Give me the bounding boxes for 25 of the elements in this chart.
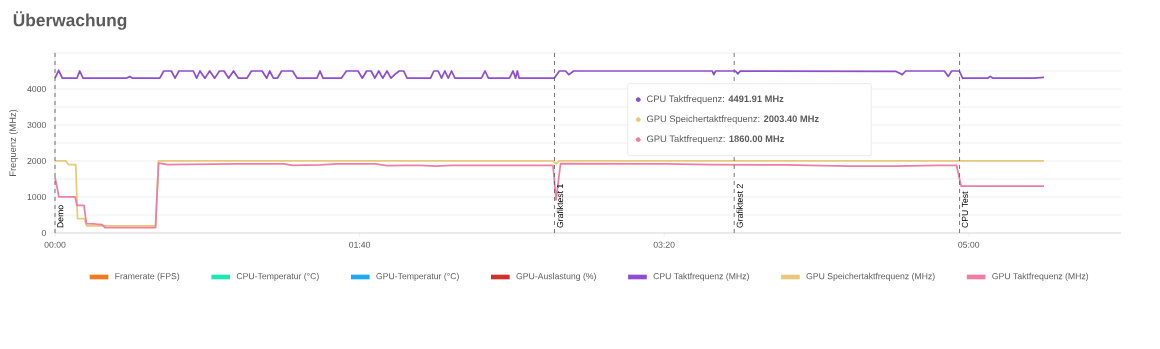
ref-line-label: Grafiktest 1 [556,184,564,228]
ref-line-label: Grafiktest 2 [736,184,743,228]
annotation: CPU Taktfrequenz: 4491.91 MHz [647,95,784,104]
y-tick-label: 0 [41,229,46,237]
ref-line-label: CPU Test [961,191,968,228]
legend-label: CPU-Temperatur (°C) [236,272,319,281]
y-axis-title: Frequenz (MHz) [9,109,18,176]
y-tick-label: 3000 [27,121,46,129]
y-tick-label: 4000 [27,85,46,93]
ref-line-label: Demo [57,205,64,228]
legend-label: GPU Taktfrequenz (MHz) [992,272,1089,281]
x-tick-label: 03:20 [653,241,675,248]
annotation: GPU Taktfrequenz: 1860.00 MHz [647,135,784,144]
chart-title: Überwachung [13,11,127,30]
y-tick-label: 2000 [27,157,46,165]
x-tick-label: 01:40 [349,241,371,248]
y-tick-label: 1000 [27,193,46,201]
legend-label: GPU-Temperatur (°C) [376,272,459,281]
legend-label: CPU Taktfrequenz (MHz) [653,272,749,281]
annotation: GPU Speichertaktfrequenz: 2003.40 MHz [647,115,819,124]
x-tick-label: 00:00 [44,241,66,248]
legend-label: GPU Speichertaktfrequenz (MHz) [806,272,935,281]
legend-label: Framerate (FPS) [115,272,180,281]
legend-label: GPU-Auslastung (%) [516,272,596,281]
x-tick-label: 05:00 [958,241,980,248]
